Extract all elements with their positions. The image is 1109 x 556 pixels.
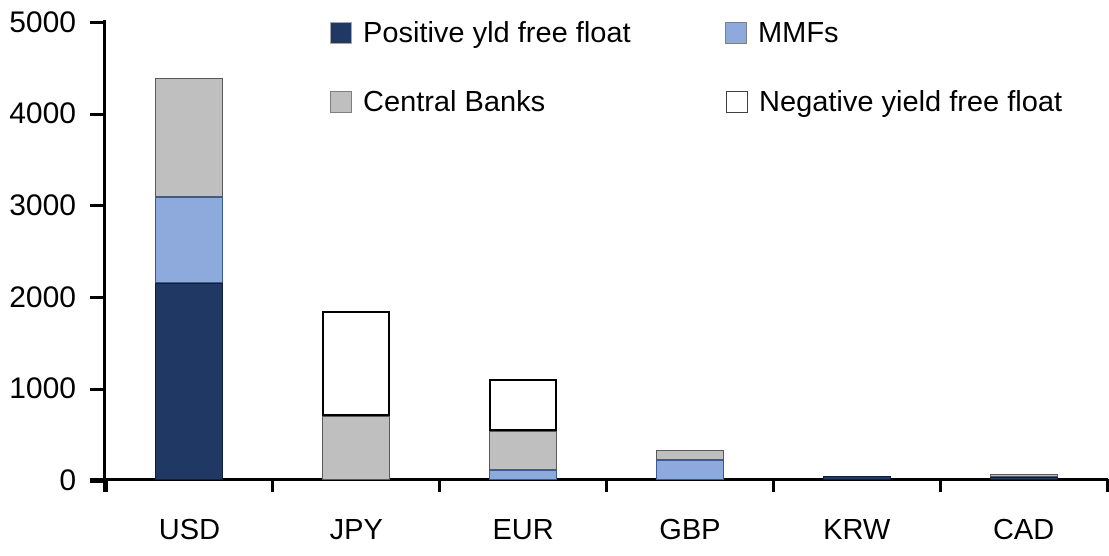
y-axis-label: 2000 bbox=[9, 280, 76, 314]
y-axis-label: 0 bbox=[59, 464, 76, 497]
bar-segment bbox=[489, 430, 558, 470]
x-axis-tick bbox=[938, 479, 942, 492]
x-axis-tick bbox=[605, 479, 608, 492]
y-axis-label: 3000 bbox=[9, 188, 76, 222]
x-axis-label: CAD bbox=[992, 514, 1055, 546]
legend-swatch-positive-yld-free-float bbox=[330, 22, 352, 44]
legend-swatch-negative-yield-free-float bbox=[726, 91, 748, 113]
bar-segment bbox=[155, 282, 224, 480]
x-axis-label: EUR bbox=[492, 514, 554, 546]
x-axis-label: GBP bbox=[659, 514, 721, 546]
y-axis-label: 1000 bbox=[9, 372, 76, 406]
legend-label: MMFs bbox=[758, 17, 839, 49]
bar-segment bbox=[989, 474, 1058, 478]
bar-segment bbox=[322, 311, 391, 416]
y-axis-tick bbox=[90, 112, 103, 116]
y-axis-tick bbox=[90, 387, 103, 391]
legend-item-positive-yld-free-float: Positive yld free float bbox=[330, 15, 631, 51]
x-axis-tick bbox=[271, 479, 275, 492]
bar-segment bbox=[155, 196, 224, 283]
x-axis-tick bbox=[771, 479, 775, 492]
bar-segment bbox=[989, 477, 1058, 480]
x-axis-tick bbox=[104, 479, 108, 492]
legend-label: Positive yld free float bbox=[363, 17, 631, 49]
bar-segment bbox=[155, 78, 224, 197]
y-axis-line bbox=[103, 20, 106, 492]
y-axis-label: 5000 bbox=[9, 5, 76, 39]
y-axis-label: 4000 bbox=[9, 97, 76, 131]
bar-segment bbox=[655, 460, 724, 480]
bar-segment bbox=[655, 449, 724, 461]
bar-segment bbox=[489, 469, 558, 480]
legend-item-central-banks: Central Banks bbox=[330, 84, 545, 120]
bar-segment bbox=[489, 378, 558, 431]
x-axis-tick bbox=[438, 479, 442, 492]
x-axis-label: KRW bbox=[823, 514, 891, 546]
legend-swatch-central-banks bbox=[330, 91, 352, 113]
bar-segment bbox=[322, 415, 391, 480]
legend-item-mmfs: MMFs bbox=[725, 15, 839, 51]
legend-label: Central Banks bbox=[363, 86, 546, 118]
y-axis-tick bbox=[90, 296, 103, 300]
y-axis-tick bbox=[90, 479, 103, 483]
x-axis-label: JPY bbox=[329, 514, 383, 546]
legend-swatch-mmfs bbox=[725, 22, 747, 44]
x-axis-label: USD bbox=[158, 514, 221, 546]
x-axis-line bbox=[90, 478, 1108, 481]
x-axis-tick bbox=[1105, 479, 1109, 492]
legend-item-negative-yield-free-float: Negative yield free float bbox=[726, 84, 1062, 120]
y-axis-tick bbox=[90, 204, 103, 208]
y-axis-tick bbox=[90, 21, 103, 24]
legend-label: Negative yield free float bbox=[759, 86, 1063, 118]
bar-segment bbox=[822, 475, 891, 480]
